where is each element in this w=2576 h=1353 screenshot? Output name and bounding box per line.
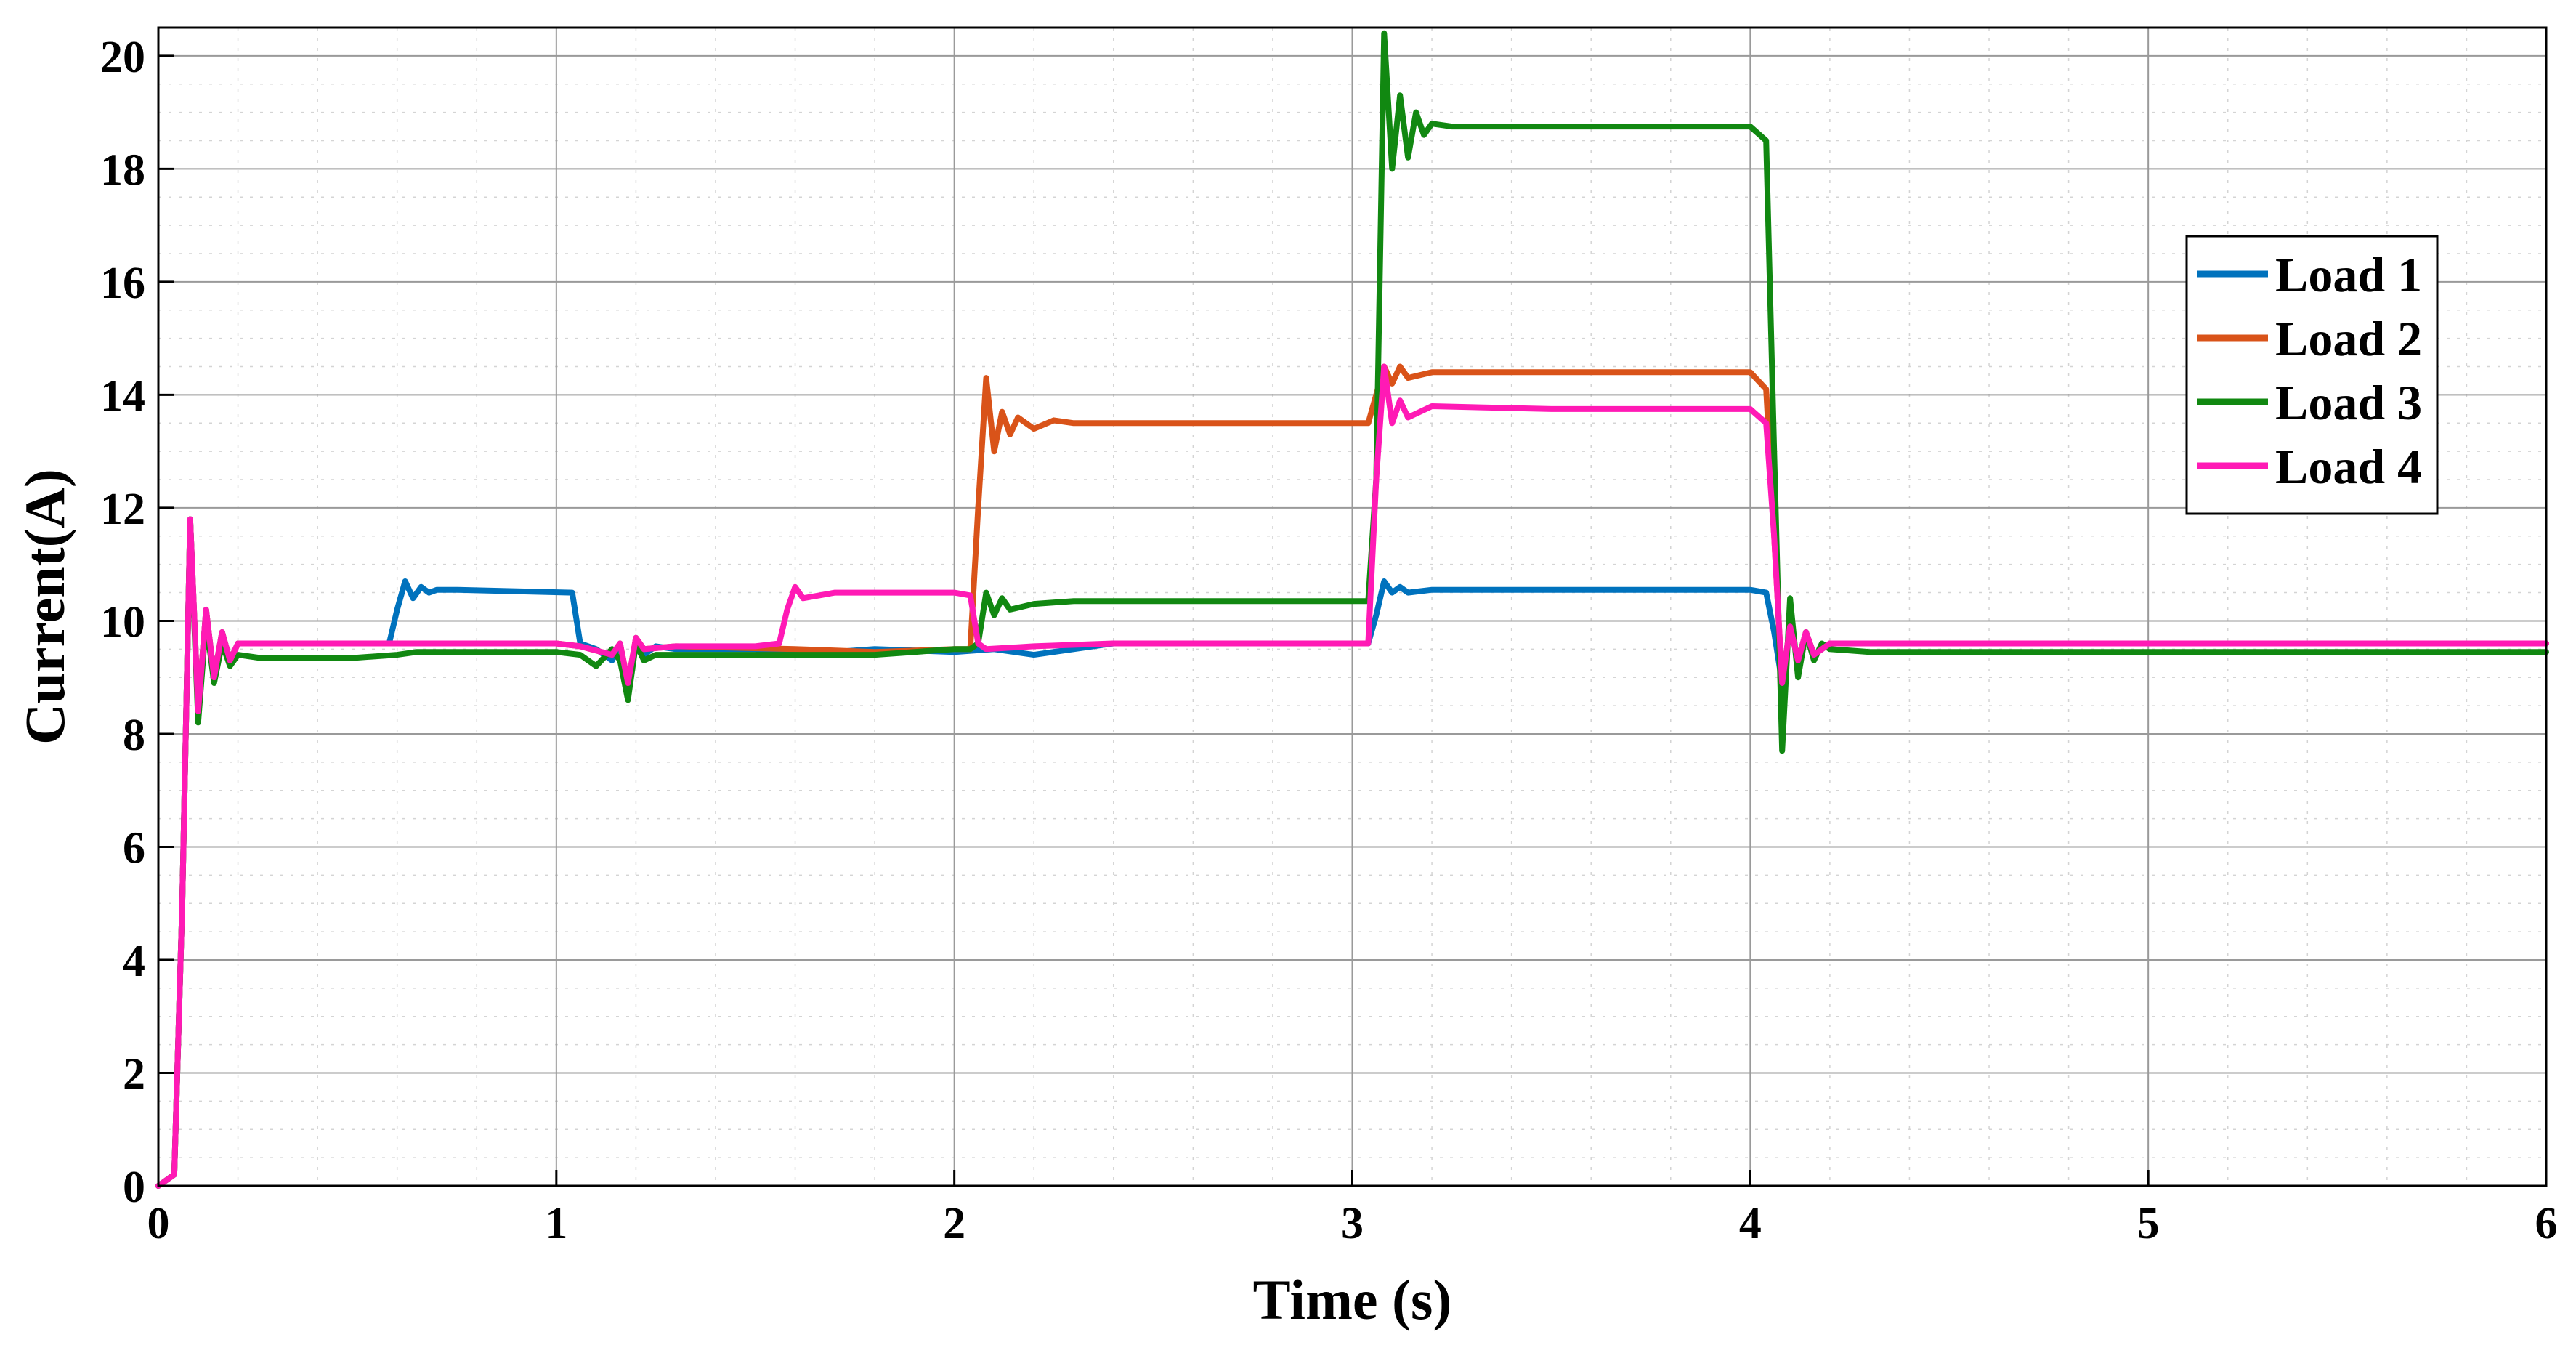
- y-tick-label: 18: [100, 145, 145, 195]
- y-axis-title: Current(A): [13, 469, 76, 745]
- x-tick-label: 3: [1341, 1199, 1364, 1248]
- y-tick-label: 4: [123, 937, 145, 986]
- y-tick-label: 20: [100, 33, 145, 82]
- series-line-load-4: [155, 363, 2549, 1189]
- x-tick-label: 2: [943, 1199, 965, 1248]
- x-tick-label: 0: [147, 1199, 170, 1248]
- x-tick-label: 5: [2137, 1199, 2160, 1248]
- x-tick-label: 1: [545, 1199, 567, 1248]
- y-tick-label: 16: [100, 259, 145, 308]
- legend-label: Load 3: [2275, 375, 2422, 430]
- y-tick-label: 2: [123, 1049, 145, 1099]
- legend: Load 1 Load 2 Load 3 Load 4: [2185, 235, 2439, 515]
- y-tick-label: 6: [123, 823, 145, 873]
- y-tick-label: 12: [100, 485, 145, 534]
- y-tick-label: 10: [100, 597, 145, 647]
- series-layer: [155, 30, 2549, 1189]
- y-tick-label: 0: [123, 1163, 145, 1212]
- x-tick-label: 6: [2535, 1199, 2558, 1248]
- legend-label: Load 1: [2275, 247, 2422, 302]
- x-axis-title: Time (s): [1253, 1268, 1452, 1331]
- y-tick-label: 8: [123, 711, 145, 760]
- y-tick-label: 14: [100, 371, 145, 421]
- legend-label: Load 2: [2275, 311, 2422, 366]
- x-tick-label: 4: [1739, 1199, 1762, 1248]
- series-line-load-3: [155, 30, 2549, 1189]
- legend-label: Load 4: [2275, 439, 2422, 494]
